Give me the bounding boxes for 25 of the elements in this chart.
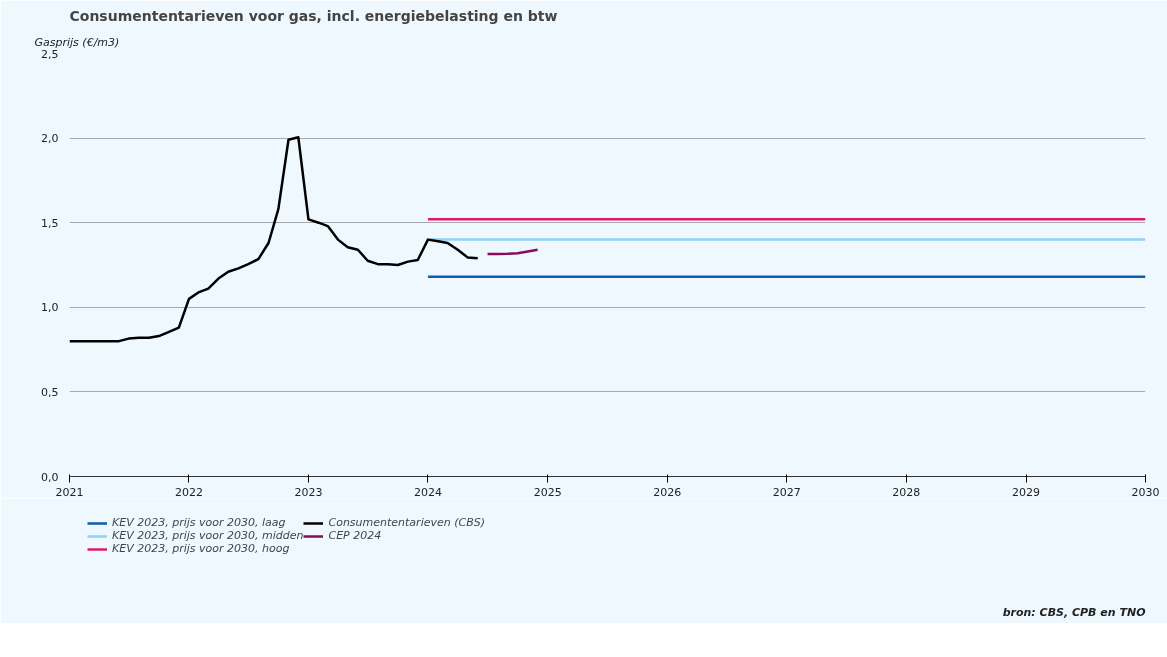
legend-label: Consumententarieven (CBS) — [328, 516, 485, 529]
x-tick-label: 2025 — [533, 485, 562, 499]
y-tick-label: 0,5 — [41, 385, 59, 399]
x-tick-label: 2028 — [892, 485, 921, 499]
x-tick-label: 2027 — [772, 485, 801, 499]
x-tick-label: 2029 — [1012, 485, 1041, 499]
legend-label: KEV 2023, prijs voor 2030, hoog — [112, 542, 290, 555]
y-tick-label: 0,0 — [41, 470, 59, 484]
x-tick-label: 2023 — [294, 485, 323, 499]
text: bron: CBS, CPB en TNO — [1002, 605, 1146, 619]
x-tick-label: 2022 — [174, 485, 203, 499]
legend-label: KEV 2023, prijs voor 2030, midden — [112, 529, 304, 542]
x-tick-label: 2021 — [55, 485, 84, 499]
y-axis-title: Gasprijs (€/m3) — [34, 35, 120, 49]
y-tick-label: 1,5 — [41, 216, 59, 230]
legend-label: CEP 2024 — [328, 529, 382, 542]
x-tick-label: 2024 — [413, 485, 442, 499]
y-tick-label: 2,5 — [41, 47, 59, 61]
y-tick-label: 1,0 — [41, 301, 59, 315]
line-series — [69, 136, 479, 343]
y-tick-label: 2,0 — [41, 132, 59, 146]
legend-label: KEV 2023, prijs voor 2030, laag — [112, 516, 286, 529]
chart-title: Consumententarieven voor gas, incl. energiebelasting en btw — [69, 7, 558, 24]
x-tick-label: 2026 — [653, 485, 682, 499]
x-tick-label: 2030 — [1131, 485, 1160, 499]
